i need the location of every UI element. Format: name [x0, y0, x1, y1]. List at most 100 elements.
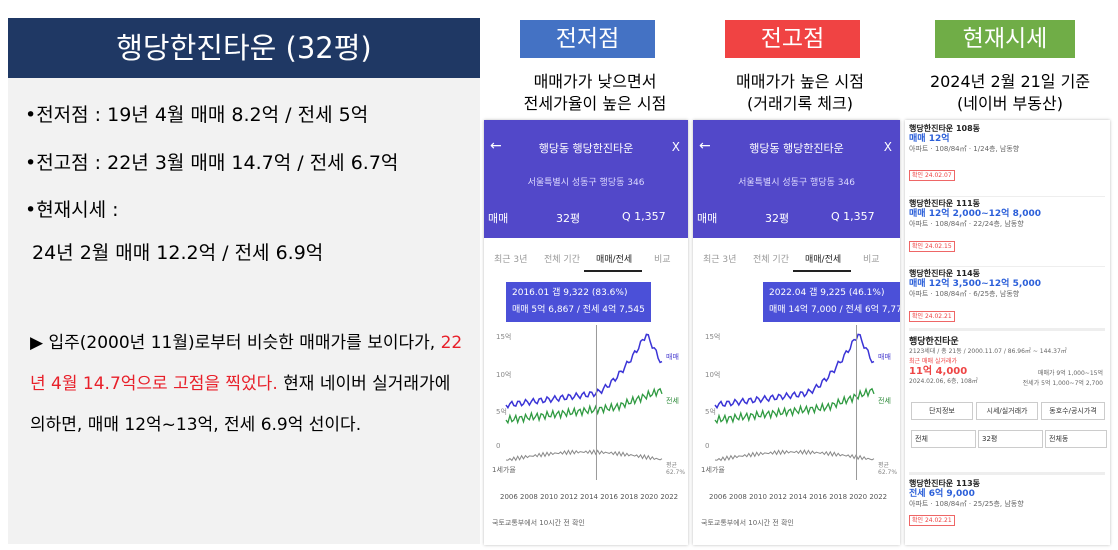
listing: 행당한진타운 111동 매매 12억 2,000~12억 8,000 아파트 ·… [909, 196, 1105, 252]
label-low: 전저점 [520, 20, 655, 58]
subtitle: 전세가율이 높은 시점 [523, 94, 667, 113]
trend-line [714, 333, 875, 410]
source: 국토교통부에서 10시간 전 확인 [492, 519, 585, 527]
address: 서울특별시 성동구 행당동 346 [738, 178, 855, 188]
address: 서울특별시 성동구 행당동 346 [527, 178, 645, 188]
filter: 매매 [697, 212, 718, 225]
bullet: •전저점 : 19년 4월 매매 8.2억 / 전세 5억 [25, 104, 369, 126]
tab: 매매/전세 [596, 255, 633, 265]
listing-name: 행당한진타운 108동 [909, 124, 981, 133]
note: ▶ 입주(2000년 11월)로부터 비슷한 매매가를 보이다가, 22년 4월… [30, 323, 470, 446]
tab: 최근 3년 [703, 255, 737, 265]
tab: 최근 3년 [494, 255, 528, 265]
tab-underline [793, 270, 851, 272]
y-label: 15억 [496, 333, 512, 341]
listing: 행당한진타운 114동 매매 12억 3,500~12억 5,000 아파트 ·… [909, 266, 1105, 322]
listing-detail: 아파트 · 108/84㎡ · 22/24층, 남동향 [909, 220, 1024, 228]
series-label: 전세 [878, 397, 891, 405]
back: ← [699, 138, 711, 154]
label-current: 현재시세 [935, 20, 1075, 58]
subtitle: 2024년 2월 21일 기준 [929, 72, 1091, 91]
listing-confirm: 확인 24.02.07 [909, 170, 955, 181]
screen-title: 행당동 행당한진타운 [749, 142, 844, 155]
bullet: •현재시세 : [25, 199, 119, 221]
listing-price: 매매 12억 2,000~12억 8,000 [909, 209, 1042, 219]
tooltip-line: 매매 5억 6,867 / 전세 4억 7,545 [512, 305, 645, 315]
filter[interactable]: 전체동 [1045, 430, 1107, 448]
y-label: 5억 [705, 408, 716, 416]
screen-title: 행당동 행당한진타운 [538, 142, 634, 155]
listing-confirm: 확인 24.02.21 [909, 515, 955, 526]
listing-name: 행당한진타운 114동 [909, 269, 981, 278]
subtitle: 매매가가 높은 시점 [736, 72, 864, 91]
average: 평균 [666, 462, 678, 469]
subtitle: (네이버 부동산) [957, 94, 1063, 113]
listing-confirm: 확인 24.02.15 [909, 241, 955, 252]
average: 62.7% [878, 469, 898, 476]
trend-line [714, 448, 875, 462]
label-high: 전고점 [725, 20, 860, 58]
listing-price: 매매 12억 [909, 134, 950, 144]
header [693, 120, 900, 238]
complex-name: 행당한진타운 [909, 337, 959, 347]
trend-line [505, 333, 663, 410]
recent-label: 최근 매매 실거래가 [909, 358, 957, 365]
subtitle: 매매가가 낮으면서 [533, 72, 657, 91]
chart-graphic [505, 325, 663, 480]
tab: 비교 [863, 255, 880, 265]
trend-line [714, 387, 875, 425]
listing: 행당한진타운 108동 매매 12억 아파트 · 108/84㎡ · 1/24층… [909, 124, 1105, 181]
series-label: 매매 [666, 353, 679, 361]
listing-detail: 아파트 · 108/84㎡ · 25/25층, 남동향 [909, 500, 1024, 508]
filter: 32평 [556, 212, 581, 225]
tab: 비교 [654, 255, 671, 265]
tab-button[interactable]: 동호수/공시가격 [1041, 402, 1105, 420]
note-text: 현재 네이버 실거래가에 의하면, 매매 12억~13억, 전세 6.9억 선이… [30, 374, 451, 435]
tooltip: 2022.04 갭 9,225 (46.1%) 매매 14억 7,000 / 전세… [763, 282, 900, 322]
chart-graphic [714, 325, 875, 480]
title-bar: 행당한진타운 (32평) [8, 18, 480, 78]
tooltip-line: 2022.04 갭 9,225 (46.1%) [769, 288, 885, 298]
listing-price: 전세 6억 9,000 [909, 489, 975, 499]
header [484, 120, 688, 238]
filter: Q 1,357 [831, 210, 875, 223]
tab: 매매/전세 [805, 255, 842, 265]
back: ← [490, 138, 502, 154]
y-label: 0 [496, 442, 501, 450]
listing-confirm: 확인 24.02.21 [909, 311, 955, 322]
subtitle: (거래기록 체크) [747, 94, 853, 113]
tab: 전체 기간 [753, 255, 789, 265]
bullet: •전고점 : 22년 3월 매매 14.7억 / 전세 6.7억 [25, 152, 399, 174]
tooltip-line: 매매 14억 7,000 / 전세 6억 7,775 [769, 305, 900, 315]
x-axis: 2006 2008 2010 2012 2014 2016 2018 2020 … [709, 493, 888, 501]
y-label: 0 [705, 442, 710, 450]
filter: Q 1,357 [622, 210, 666, 223]
ratio-label: 1세가율 [701, 466, 725, 474]
y-label: 15억 [705, 333, 721, 341]
average: 평균 [878, 462, 890, 469]
note-text: ▶ 입주(2000년 11월)로부터 비슷한 매매가를 보이다가, [30, 333, 441, 353]
complex-info: 2123세대 / 총 21동 / 2000.11.07 / 86.96㎡ ~ 1… [909, 348, 1067, 355]
text-panel [8, 78, 480, 544]
trend-line [505, 387, 663, 425]
filter[interactable]: 전체 [911, 430, 976, 448]
listing-price: 매매 12억 3,500~12억 5,000 [909, 279, 1042, 289]
sale-range: 매매가 9억 1,000~15억 [1037, 370, 1103, 377]
listing-name: 행당한진타운 113동 [909, 479, 981, 488]
tab-button[interactable]: 시세/실거래가 [976, 402, 1038, 420]
tab: 전체 기간 [544, 255, 580, 265]
y-label: 10억 [496, 371, 512, 379]
tooltip-line: 2016.01 갭 9,322 (83.6%) [512, 288, 628, 298]
y-label: 10억 [705, 371, 721, 379]
filter[interactable]: 32평 [978, 430, 1043, 448]
recent-price: 11억 4,000 [909, 366, 968, 377]
trend-line [505, 448, 663, 462]
series-label: 전세 [666, 397, 679, 405]
average: 62.7% [666, 469, 686, 476]
filter: 32평 [765, 212, 790, 225]
complex-card: 행당한진타운 2123세대 / 총 21동 / 2000.11.07 / 86.… [909, 328, 1105, 417]
tab-button[interactable]: 단지정보 [911, 402, 973, 420]
x-axis: 2006 2008 2010 2012 2014 2016 2018 2020 … [500, 493, 679, 501]
screenshot-listing: 행당한진타운 108동 매매 12억 아파트 · 108/84㎡ · 1/24층… [905, 120, 1110, 545]
